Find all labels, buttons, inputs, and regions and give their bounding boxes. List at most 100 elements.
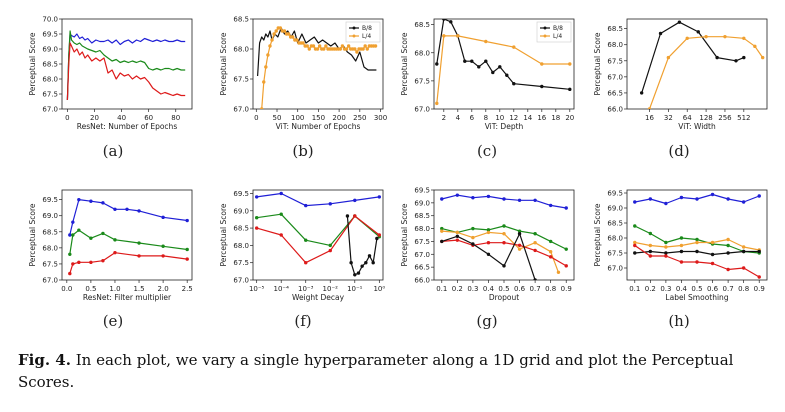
x-tick-label: 0.4: [676, 285, 688, 293]
data-point: [533, 232, 537, 236]
data-point: [679, 236, 684, 240]
y-axis-label: Perceptual Score: [593, 32, 602, 95]
chart-b: 67.0 67.5 68.0 68.5 0 50 100 150 200 250 300 ViT: N…: [219, 16, 387, 132]
data-point: [648, 197, 653, 201]
y-tick-label: 67.5: [414, 238, 430, 246]
data-point: [286, 32, 291, 36]
caption-text: In each plot, we vary a single hyperpara…: [18, 351, 734, 391]
data-point: [679, 249, 684, 254]
data-point: [491, 70, 495, 75]
y-tick-label: 67.0: [414, 106, 430, 114]
x-axis-label: Weight Decay: [292, 293, 345, 302]
x-tick-label: 0.9: [754, 285, 765, 293]
x-tick-label: 1.5: [133, 285, 144, 293]
panel-label-f: (f): [294, 312, 312, 330]
data-point: [648, 231, 653, 236]
y-tick-label: 67.5: [414, 77, 430, 85]
x-axis-label: ViT: Depth: [485, 122, 524, 131]
data-point: [710, 240, 715, 245]
y-tick-label: 67.0: [42, 106, 58, 114]
data-point: [353, 47, 357, 51]
data-point: [658, 31, 663, 36]
y-tick-label: 66.0: [414, 277, 430, 285]
y-tick-label: 68.5: [42, 61, 58, 69]
y-tick-label: 68.0: [42, 76, 58, 84]
y-tick-label: 67.0: [607, 265, 623, 273]
data-point: [502, 241, 506, 245]
data-point: [270, 38, 274, 42]
data-point: [449, 20, 453, 24]
data-point: [696, 30, 700, 34]
y-tick-label: 67.5: [607, 250, 623, 258]
y-tick-label: 68.0: [607, 41, 623, 49]
data-point: [274, 29, 278, 33]
data-point: [723, 34, 727, 39]
data-point: [77, 197, 81, 202]
series-line-l-4: [648, 36, 764, 109]
data-point: [648, 254, 653, 258]
data-point: [502, 197, 506, 201]
data-point: [679, 243, 684, 248]
data-point: [664, 201, 668, 206]
x-tick-label: 0.6: [707, 285, 719, 293]
data-point: [757, 275, 761, 279]
data-point: [484, 39, 488, 44]
data-point: [741, 245, 746, 249]
y-tick-label: 69.0: [607, 205, 623, 213]
data-point: [254, 226, 259, 230]
legend-marker: [543, 34, 547, 38]
y-tick-label: 67.5: [42, 260, 58, 268]
data-point: [328, 243, 332, 248]
chart-g: 66.0 66.5 67.0 67.5 68.0 68.5 69.0 69.5 0.1 0.2 0.…: [400, 187, 575, 302]
data-point: [353, 214, 357, 218]
data-point: [344, 47, 349, 51]
data-point: [710, 192, 715, 197]
data-point: [533, 198, 537, 202]
data-point: [742, 36, 746, 40]
legend-label: L/4: [362, 33, 371, 40]
chart-e: 67.0 67.5 68.0 68.5 69.0 69.5 0.0 0.5 1.0 1.5 2.0 2…: [28, 189, 193, 302]
x-tick-label: 0.8: [738, 285, 749, 293]
panel-label-a: (a): [102, 142, 124, 160]
plot-area: [66, 30, 186, 101]
x-tick-label: 128: [699, 114, 712, 122]
data-point: [440, 197, 444, 201]
data-point: [633, 224, 637, 228]
series-line-red: [66, 42, 186, 101]
y-tick-label: 69.5: [414, 187, 430, 195]
data-point: [548, 203, 553, 208]
x-tick-label: 0.4: [483, 285, 495, 293]
x-tick-label: 80: [171, 114, 180, 122]
x-tick-label: 0.5: [498, 285, 509, 293]
data-point: [291, 35, 295, 39]
x-axis-label: Label Smoothing: [665, 293, 728, 302]
data-point: [89, 260, 93, 265]
data-point: [726, 267, 730, 272]
series-line-blue: [66, 33, 186, 101]
data-point: [633, 240, 637, 245]
panel-label-c: (c): [476, 142, 498, 160]
data-point: [533, 248, 537, 253]
y-tick-label: 69.0: [42, 46, 58, 54]
figure-caption: Fig. 4. In each plot, we vary a single h…: [18, 349, 778, 393]
data-point: [517, 198, 522, 202]
panel-label-d: (d): [668, 142, 690, 160]
y-tick-label: 67.0: [233, 277, 249, 285]
data-point: [512, 45, 516, 49]
y-tick-label: 68.5: [414, 212, 430, 220]
data-point: [471, 226, 475, 231]
y-tick-label: 70.0: [42, 16, 58, 24]
y-axis-label: Perceptual Score: [28, 32, 37, 95]
data-point: [185, 257, 189, 261]
data-point: [760, 55, 765, 60]
data-point: [455, 193, 460, 197]
data-point: [633, 200, 637, 204]
data-point: [363, 44, 367, 48]
y-tick-label: 67.5: [233, 259, 249, 267]
data-point: [356, 271, 361, 275]
data-point: [254, 195, 259, 199]
data-point: [502, 232, 506, 236]
x-tick-label: 10⁻⁴: [273, 285, 289, 293]
y-axis-label: Perceptual Score: [219, 32, 228, 95]
data-point: [68, 271, 72, 276]
